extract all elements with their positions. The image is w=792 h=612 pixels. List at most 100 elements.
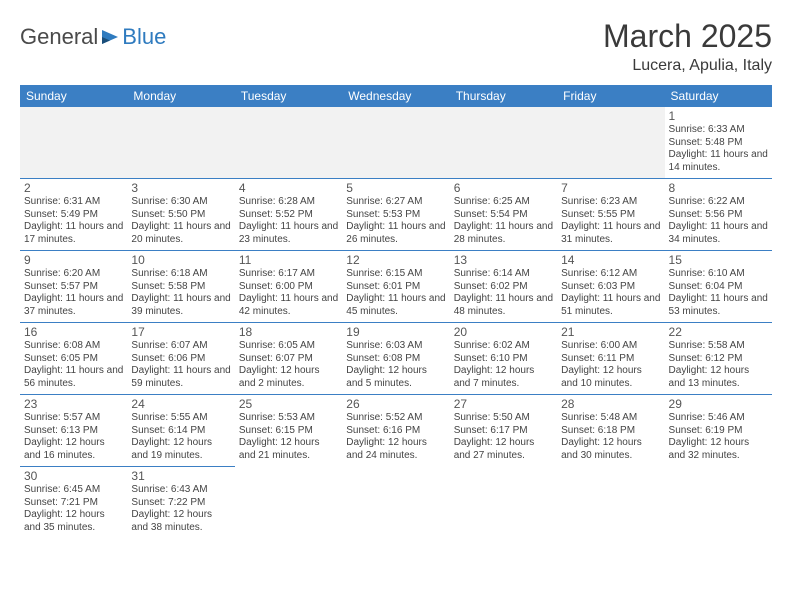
day-number: 8 bbox=[669, 181, 768, 195]
day-info: Sunrise: 6:03 AMSunset: 6:08 PMDaylight:… bbox=[346, 340, 445, 390]
calendar-cell bbox=[20, 107, 127, 179]
calendar-row: 16Sunrise: 6:08 AMSunset: 6:05 PMDayligh… bbox=[20, 323, 772, 395]
weekday-header: Monday bbox=[127, 85, 234, 107]
day-info: Sunrise: 6:43 AMSunset: 7:22 PMDaylight:… bbox=[131, 484, 230, 534]
day-info: Sunrise: 5:48 AMSunset: 6:18 PMDaylight:… bbox=[561, 412, 660, 462]
day-info: Sunrise: 5:53 AMSunset: 6:15 PMDaylight:… bbox=[239, 412, 338, 462]
calendar-cell: 21Sunrise: 6:00 AMSunset: 6:11 PMDayligh… bbox=[557, 323, 664, 395]
day-info: Sunrise: 6:18 AMSunset: 5:58 PMDaylight:… bbox=[131, 268, 230, 318]
day-number: 28 bbox=[561, 397, 660, 411]
header: General Blue March 2025 Lucera, Apulia, … bbox=[20, 18, 772, 75]
calendar-cell: 4Sunrise: 6:28 AMSunset: 5:52 PMDaylight… bbox=[235, 179, 342, 251]
calendar-cell bbox=[342, 467, 449, 539]
calendar-row: 2Sunrise: 6:31 AMSunset: 5:49 PMDaylight… bbox=[20, 179, 772, 251]
title-block: March 2025 Lucera, Apulia, Italy bbox=[603, 18, 772, 75]
day-info: Sunrise: 5:57 AMSunset: 6:13 PMDaylight:… bbox=[24, 412, 123, 462]
day-number: 15 bbox=[669, 253, 768, 267]
calendar-cell: 10Sunrise: 6:18 AMSunset: 5:58 PMDayligh… bbox=[127, 251, 234, 323]
day-info: Sunrise: 6:25 AMSunset: 5:54 PMDaylight:… bbox=[454, 196, 553, 246]
calendar-cell bbox=[450, 107, 557, 179]
day-info: Sunrise: 6:07 AMSunset: 6:06 PMDaylight:… bbox=[131, 340, 230, 390]
calendar-cell bbox=[557, 467, 664, 539]
day-info: Sunrise: 6:45 AMSunset: 7:21 PMDaylight:… bbox=[24, 484, 123, 534]
weekday-header: Thursday bbox=[450, 85, 557, 107]
day-number: 2 bbox=[24, 181, 123, 195]
calendar-cell: 20Sunrise: 6:02 AMSunset: 6:10 PMDayligh… bbox=[450, 323, 557, 395]
day-number: 27 bbox=[454, 397, 553, 411]
day-number: 11 bbox=[239, 253, 338, 267]
calendar-cell: 30Sunrise: 6:45 AMSunset: 7:21 PMDayligh… bbox=[20, 467, 127, 539]
day-number: 7 bbox=[561, 181, 660, 195]
calendar-cell: 15Sunrise: 6:10 AMSunset: 6:04 PMDayligh… bbox=[665, 251, 772, 323]
day-number: 30 bbox=[24, 469, 123, 483]
calendar-row: 30Sunrise: 6:45 AMSunset: 7:21 PMDayligh… bbox=[20, 467, 772, 539]
day-info: Sunrise: 5:52 AMSunset: 6:16 PMDaylight:… bbox=[346, 412, 445, 462]
day-number: 10 bbox=[131, 253, 230, 267]
calendar-cell bbox=[235, 107, 342, 179]
day-info: Sunrise: 6:27 AMSunset: 5:53 PMDaylight:… bbox=[346, 196, 445, 246]
calendar-cell: 11Sunrise: 6:17 AMSunset: 6:00 PMDayligh… bbox=[235, 251, 342, 323]
weekday-header: Sunday bbox=[20, 85, 127, 107]
day-number: 1 bbox=[669, 109, 768, 123]
day-number: 12 bbox=[346, 253, 445, 267]
day-info: Sunrise: 6:17 AMSunset: 6:00 PMDaylight:… bbox=[239, 268, 338, 318]
calendar-cell: 1Sunrise: 6:33 AMSunset: 5:48 PMDaylight… bbox=[665, 107, 772, 179]
calendar-cell: 19Sunrise: 6:03 AMSunset: 6:08 PMDayligh… bbox=[342, 323, 449, 395]
brand-part1: General bbox=[20, 24, 98, 50]
weekday-header: Wednesday bbox=[342, 85, 449, 107]
calendar-cell: 17Sunrise: 6:07 AMSunset: 6:06 PMDayligh… bbox=[127, 323, 234, 395]
day-number: 9 bbox=[24, 253, 123, 267]
day-number: 21 bbox=[561, 325, 660, 339]
calendar-cell: 22Sunrise: 5:58 AMSunset: 6:12 PMDayligh… bbox=[665, 323, 772, 395]
day-info: Sunrise: 6:15 AMSunset: 6:01 PMDaylight:… bbox=[346, 268, 445, 318]
day-number: 31 bbox=[131, 469, 230, 483]
day-number: 14 bbox=[561, 253, 660, 267]
calendar-cell: 28Sunrise: 5:48 AMSunset: 6:18 PMDayligh… bbox=[557, 395, 664, 467]
calendar-cell: 31Sunrise: 6:43 AMSunset: 7:22 PMDayligh… bbox=[127, 467, 234, 539]
calendar-cell: 8Sunrise: 6:22 AMSunset: 5:56 PMDaylight… bbox=[665, 179, 772, 251]
day-number: 16 bbox=[24, 325, 123, 339]
calendar-row: 9Sunrise: 6:20 AMSunset: 5:57 PMDaylight… bbox=[20, 251, 772, 323]
calendar-cell: 25Sunrise: 5:53 AMSunset: 6:15 PMDayligh… bbox=[235, 395, 342, 467]
calendar-cell: 16Sunrise: 6:08 AMSunset: 6:05 PMDayligh… bbox=[20, 323, 127, 395]
calendar-cell bbox=[665, 467, 772, 539]
day-info: Sunrise: 6:28 AMSunset: 5:52 PMDaylight:… bbox=[239, 196, 338, 246]
day-info: Sunrise: 6:20 AMSunset: 5:57 PMDaylight:… bbox=[24, 268, 123, 318]
brand-part2: Blue bbox=[122, 24, 166, 50]
calendar-cell: 26Sunrise: 5:52 AMSunset: 6:16 PMDayligh… bbox=[342, 395, 449, 467]
calendar-cell: 27Sunrise: 5:50 AMSunset: 6:17 PMDayligh… bbox=[450, 395, 557, 467]
day-number: 24 bbox=[131, 397, 230, 411]
calendar-cell: 2Sunrise: 6:31 AMSunset: 5:49 PMDaylight… bbox=[20, 179, 127, 251]
day-number: 26 bbox=[346, 397, 445, 411]
day-number: 20 bbox=[454, 325, 553, 339]
day-number: 23 bbox=[24, 397, 123, 411]
calendar-cell: 9Sunrise: 6:20 AMSunset: 5:57 PMDaylight… bbox=[20, 251, 127, 323]
calendar-cell bbox=[127, 107, 234, 179]
day-info: Sunrise: 6:00 AMSunset: 6:11 PMDaylight:… bbox=[561, 340, 660, 390]
day-number: 19 bbox=[346, 325, 445, 339]
day-info: Sunrise: 6:10 AMSunset: 6:04 PMDaylight:… bbox=[669, 268, 768, 318]
month-title: March 2025 bbox=[603, 18, 772, 55]
day-info: Sunrise: 6:30 AMSunset: 5:50 PMDaylight:… bbox=[131, 196, 230, 246]
calendar-row: 23Sunrise: 5:57 AMSunset: 6:13 PMDayligh… bbox=[20, 395, 772, 467]
calendar-table: SundayMondayTuesdayWednesdayThursdayFrid… bbox=[20, 85, 772, 539]
weekday-header: Friday bbox=[557, 85, 664, 107]
calendar-cell: 5Sunrise: 6:27 AMSunset: 5:53 PMDaylight… bbox=[342, 179, 449, 251]
day-number: 22 bbox=[669, 325, 768, 339]
day-number: 29 bbox=[669, 397, 768, 411]
day-number: 5 bbox=[346, 181, 445, 195]
day-info: Sunrise: 5:55 AMSunset: 6:14 PMDaylight:… bbox=[131, 412, 230, 462]
calendar-cell: 18Sunrise: 6:05 AMSunset: 6:07 PMDayligh… bbox=[235, 323, 342, 395]
calendar-cell: 14Sunrise: 6:12 AMSunset: 6:03 PMDayligh… bbox=[557, 251, 664, 323]
brand-logo: General Blue bbox=[20, 18, 166, 50]
calendar-cell: 29Sunrise: 5:46 AMSunset: 6:19 PMDayligh… bbox=[665, 395, 772, 467]
day-number: 3 bbox=[131, 181, 230, 195]
calendar-cell: 6Sunrise: 6:25 AMSunset: 5:54 PMDaylight… bbox=[450, 179, 557, 251]
day-info: Sunrise: 6:02 AMSunset: 6:10 PMDaylight:… bbox=[454, 340, 553, 390]
day-number: 25 bbox=[239, 397, 338, 411]
day-info: Sunrise: 6:08 AMSunset: 6:05 PMDaylight:… bbox=[24, 340, 123, 390]
calendar-cell: 13Sunrise: 6:14 AMSunset: 6:02 PMDayligh… bbox=[450, 251, 557, 323]
weekday-header: Tuesday bbox=[235, 85, 342, 107]
day-number: 13 bbox=[454, 253, 553, 267]
day-info: Sunrise: 6:12 AMSunset: 6:03 PMDaylight:… bbox=[561, 268, 660, 318]
